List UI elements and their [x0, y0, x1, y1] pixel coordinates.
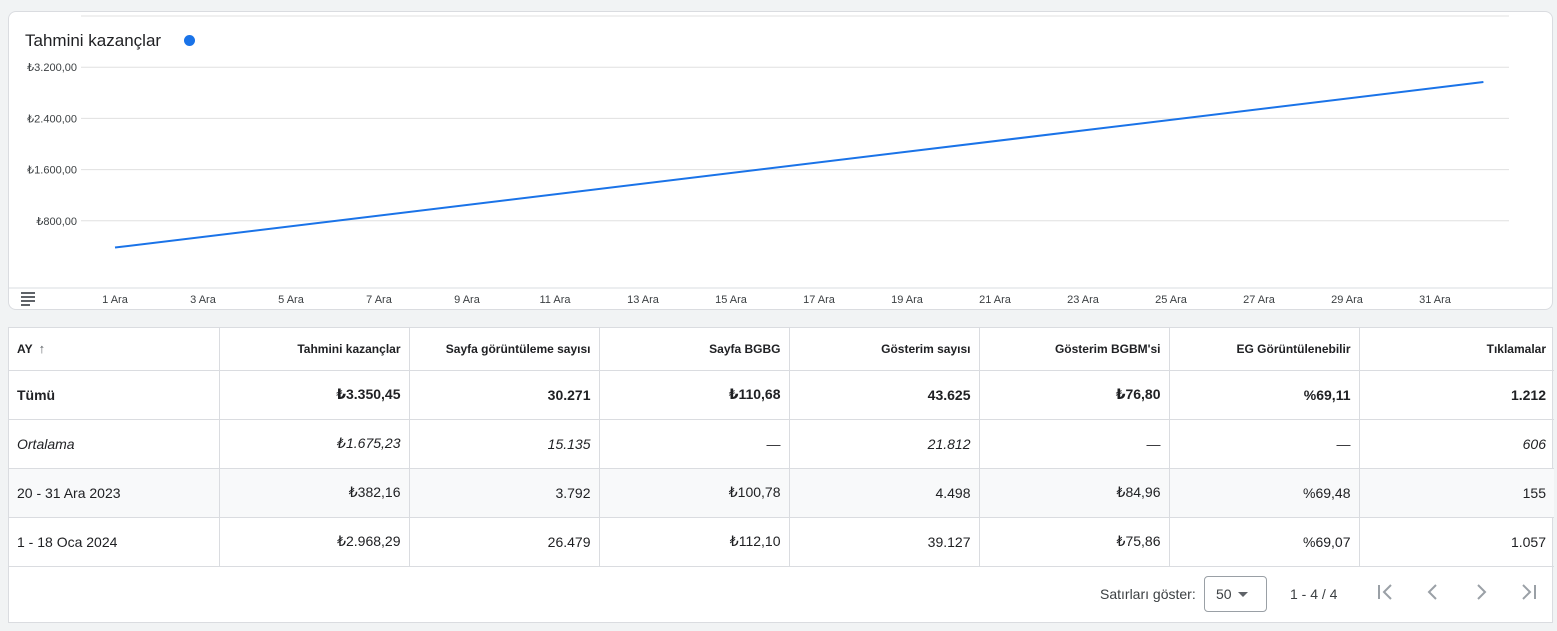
header-viewable[interactable]: EG Görüntülenebilir: [1169, 328, 1360, 371]
x-tick-label: 11 Ara: [540, 294, 572, 306]
last-page-icon[interactable]: [1517, 580, 1541, 606]
table-lines-icon[interactable]: [21, 292, 35, 306]
cell-impression-rpm: ₺84,96: [979, 468, 1170, 518]
cell-viewable: %69,07: [1169, 517, 1360, 567]
x-tick-label: 29 Ara: [1331, 294, 1364, 306]
cell-month: Ortalama: [9, 419, 220, 469]
earnings-chart-card: Tahmini kazançlar ₺800,00 ₺1.600,00 ₺2.400…: [8, 11, 1553, 310]
prev-page-icon[interactable]: [1421, 580, 1445, 606]
x-tick-label: 1 Ara: [102, 294, 129, 306]
first-page-icon[interactable]: [1373, 580, 1397, 606]
cell-viewable: %69,11: [1169, 370, 1360, 420]
cell-page-rpm: ₺100,78: [599, 468, 790, 518]
cell-impressions: 4.498: [789, 468, 980, 518]
next-page-icon[interactable]: [1469, 580, 1493, 606]
x-tick-label: 17 Ara: [803, 294, 836, 306]
page-range-text: 1 - 4 / 4: [1290, 586, 1338, 602]
cell-clicks: 1.057: [1359, 517, 1554, 567]
table-row: 1 - 18 Oca 2024 ₺2.968,29 26.479 ₺112,10…: [9, 517, 1554, 567]
header-impression-rpm[interactable]: Gösterim BGBM'si: [979, 328, 1170, 371]
table-row-total: Tümü ₺3.350,45 30.271 ₺110,68 43.625 ₺76…: [9, 370, 1554, 420]
x-tick-label: 21 Ara: [979, 294, 1012, 306]
cell-earnings: ₺3.350,45: [219, 370, 410, 420]
x-tick-label: 5 Ara: [278, 294, 305, 306]
cell-month: 1 - 18 Oca 2024: [9, 517, 220, 567]
arrow-up-icon[interactable]: ↑: [38, 341, 46, 357]
x-tick-label: 15 Ara: [715, 294, 748, 306]
cell-month: 20 - 31 Ara 2023: [9, 468, 220, 518]
cell-clicks: 155: [1359, 468, 1554, 518]
x-tick-label: 23 Ara: [1067, 294, 1100, 306]
cell-page-rpm: —: [599, 419, 790, 469]
header-pageviews[interactable]: Sayfa görüntüleme sayısı: [409, 328, 600, 371]
x-tick-label: 9 Ara: [454, 294, 481, 306]
table-pager: Satırları göster: 50 1 - 4 / 4: [9, 566, 1554, 622]
header-month[interactable]: AY ↑: [9, 328, 220, 371]
cell-earnings: ₺1.675,23: [219, 419, 410, 469]
table-header-row: AY ↑ Tahmini kazançlar Sayfa görüntüleme …: [9, 328, 1554, 371]
table-row-average: Ortalama ₺1.675,23 15.135 — 21.812 — — 6…: [9, 419, 1554, 469]
cell-impressions: 39.127: [789, 517, 980, 567]
chart-title: Tahmini kazançlar: [25, 31, 162, 50]
cell-earnings: ₺382,16: [219, 468, 410, 518]
table-row: 20 - 31 Ara 2023 ₺382,16 3.792 ₺100,78 4…: [9, 468, 1554, 518]
x-tick-label: 13 Ara: [627, 294, 660, 306]
cell-page-rpm: ₺110,68: [599, 370, 790, 420]
cell-viewable: %69,48: [1169, 468, 1360, 518]
chevron-down-icon: [1238, 592, 1248, 597]
earnings-line-chart: ₺800,00 ₺1.600,00 ₺2.400,00 ₺3.200,00 1 Ara…: [9, 15, 1552, 306]
cell-pageviews: 15.135: [409, 419, 600, 469]
x-tick-label: 25 Ara: [1155, 294, 1188, 306]
rows-per-page-label: Satırları göster:: [1100, 586, 1196, 602]
cell-impressions: 43.625: [789, 370, 980, 420]
cell-impression-rpm: ₺75,86: [979, 517, 1170, 567]
cell-pageviews: 26.479: [409, 517, 600, 567]
cell-earnings: ₺2.968,29: [219, 517, 410, 567]
report-table: AY ↑ Tahmini kazançlar Sayfa görüntüleme …: [9, 328, 1554, 567]
cell-impression-rpm: —: [979, 419, 1170, 469]
header-impressions[interactable]: Gösterim sayısı: [789, 328, 980, 371]
rows-per-page-select[interactable]: 50: [1204, 576, 1267, 612]
cell-impression-rpm: ₺76,80: [979, 370, 1170, 420]
x-tick-label: 7 Ara: [366, 294, 393, 306]
x-tick-label: 19 Ara: [891, 294, 924, 306]
cell-clicks: 606: [1359, 419, 1554, 469]
y-tick-label: ₺2.400,00: [27, 113, 77, 125]
report-table-card: AY ↑ Tahmini kazançlar Sayfa görüntüleme …: [8, 327, 1554, 623]
x-tick-label: 31 Ara: [1419, 294, 1452, 306]
y-tick-label: ₺800,00: [36, 216, 77, 228]
cell-pageviews: 30.271: [409, 370, 600, 420]
header-page-rpm[interactable]: Sayfa BGBG: [599, 328, 790, 371]
y-tick-label: ₺1.600,00: [27, 165, 77, 177]
header-clicks[interactable]: Tıklamalar: [1359, 328, 1554, 371]
y-tick-label: ₺3.200,00: [27, 62, 77, 74]
x-tick-label: 3 Ara: [190, 294, 217, 306]
earnings-series-line: [114, 81, 1484, 249]
cell-viewable: —: [1169, 419, 1360, 469]
cell-clicks: 1.212: [1359, 370, 1554, 420]
cell-month: Tümü: [9, 370, 220, 420]
cell-impressions: 21.812: [789, 419, 980, 469]
rows-per-page-value: 50: [1216, 586, 1232, 602]
series-legend-dot: [184, 35, 195, 46]
x-tick-label: 27 Ara: [1243, 294, 1276, 306]
cell-pageviews: 3.792: [409, 468, 600, 518]
header-earnings[interactable]: Tahmini kazançlar: [219, 328, 410, 371]
cell-page-rpm: ₺112,10: [599, 517, 790, 567]
